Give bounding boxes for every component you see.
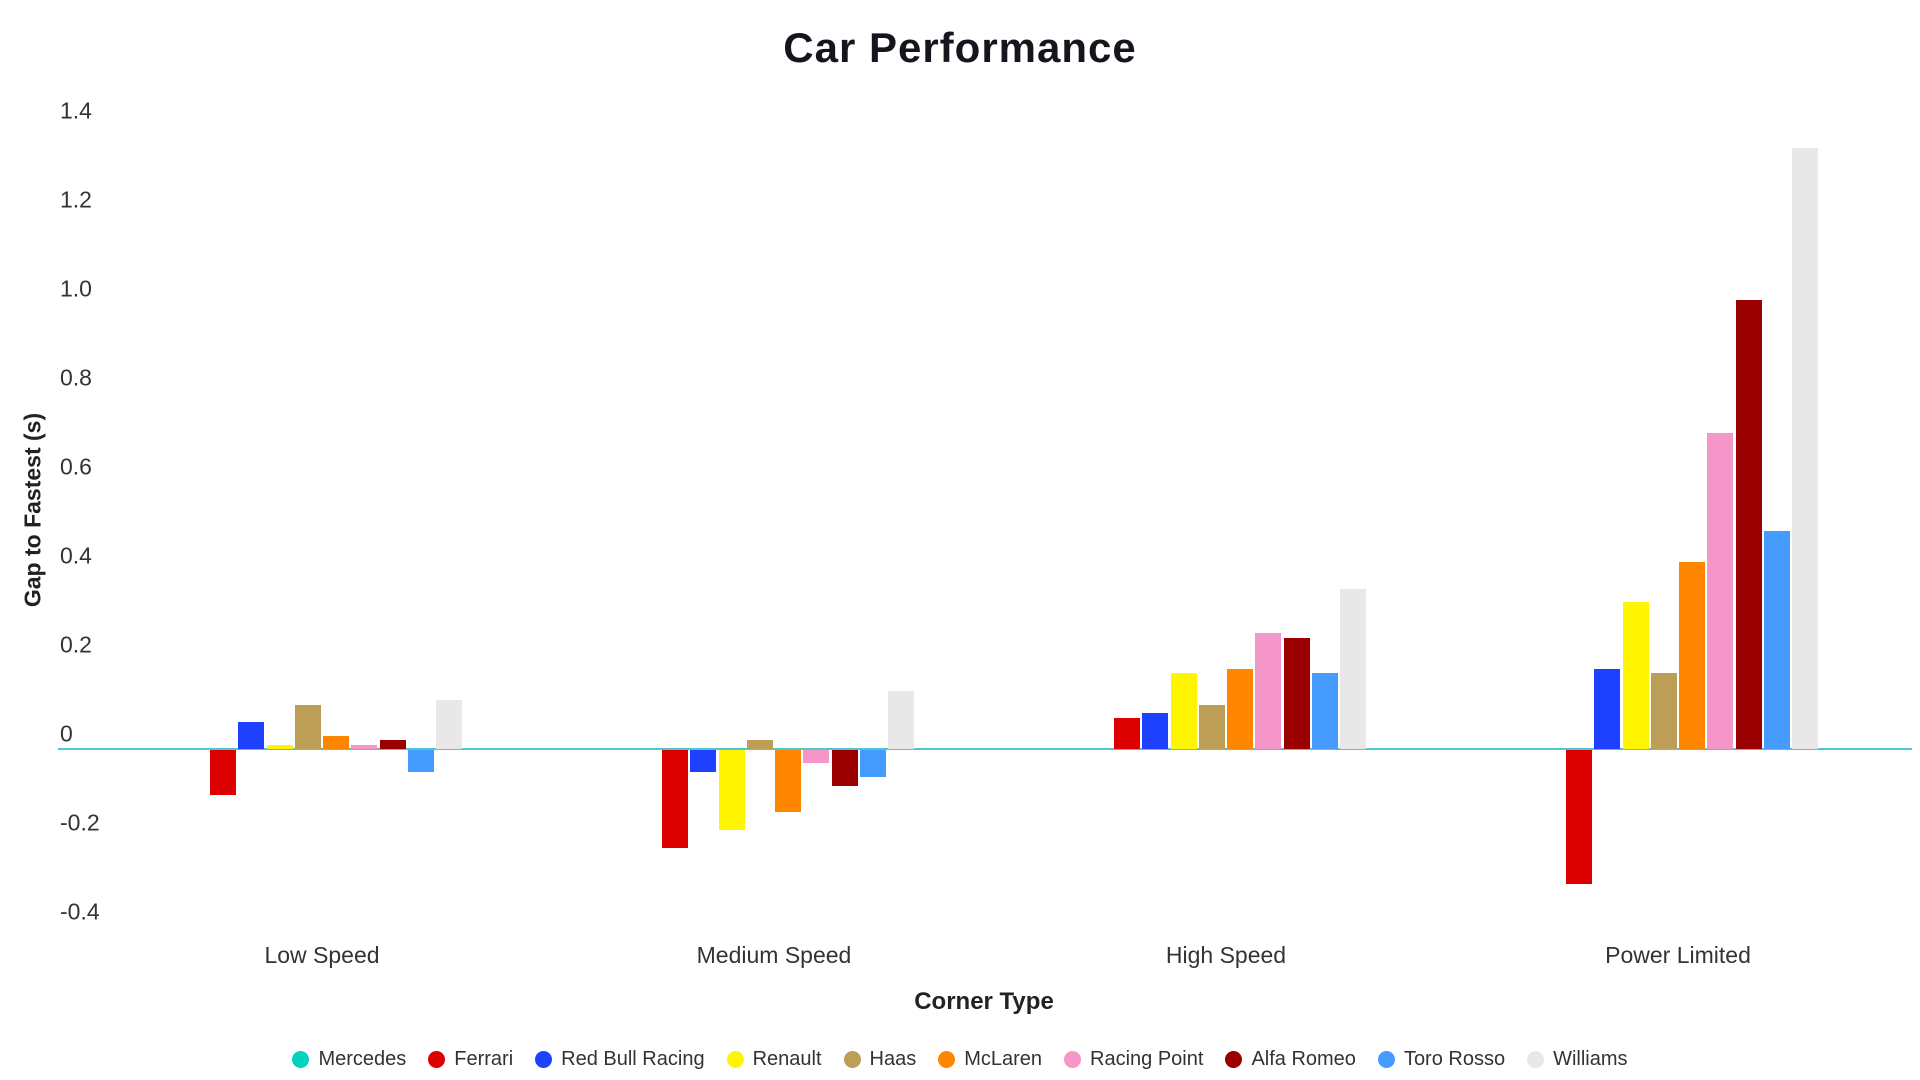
legend-label: Williams — [1553, 1047, 1628, 1070]
bar-renault-high-speed — [1170, 673, 1197, 749]
x-axis-tick-label-power-limited: Power Limited — [1605, 942, 1751, 968]
bar-toro-rosso-low-speed — [407, 750, 434, 773]
y-axis-tick-label: 0.4 — [60, 542, 92, 568]
legend-label: Renault — [752, 1047, 822, 1070]
legend-swatch-icon — [1064, 1050, 1082, 1068]
y-axis-tick-label: 0 — [60, 720, 73, 746]
legend-item-toro-rosso[interactable]: Toro Rosso — [1377, 1047, 1506, 1071]
y-axis-tick-label: 0.6 — [60, 453, 92, 479]
bar-racing-point-high-speed — [1255, 633, 1282, 749]
bar-williams-medium-speed — [888, 691, 915, 749]
bar-haas-power-limited — [1650, 673, 1677, 749]
bar-racing-point-low-speed — [351, 744, 378, 749]
zero-line-mercedes-baseline — [58, 748, 1912, 750]
legend-swatch-icon — [1527, 1050, 1545, 1068]
y-axis-tick-label: -0.4 — [60, 898, 100, 924]
legend-label: McLaren — [964, 1047, 1043, 1070]
bar-ferrari-low-speed — [210, 750, 237, 795]
legend-swatch-icon — [843, 1050, 861, 1068]
legend-item-red-bull-racing[interactable]: Red Bull Racing — [535, 1047, 705, 1071]
legend-swatch-icon — [428, 1050, 446, 1068]
x-axis-tick-label-medium-speed: Medium Speed — [696, 942, 852, 968]
bar-renault-low-speed — [266, 744, 293, 749]
x-axis-tick-label-high-speed: High Speed — [1165, 942, 1287, 968]
x-axis-tick-label-low-speed: Low Speed — [264, 942, 380, 968]
bar-williams-power-limited — [1792, 148, 1819, 749]
legend-swatch-icon — [1377, 1050, 1395, 1068]
x-axis-title: Corner Type — [914, 988, 1054, 1015]
bar-ferrari-medium-speed — [662, 750, 689, 848]
bar-red-bull-racing-high-speed — [1142, 713, 1169, 749]
legend-label: Alfa Romeo — [1251, 1047, 1356, 1070]
y-axis-tick-label: 1.4 — [60, 97, 92, 123]
bar-racing-point-power-limited — [1707, 433, 1734, 749]
bar-toro-rosso-medium-speed — [859, 750, 886, 777]
legend-label: Toro Rosso — [1403, 1047, 1506, 1070]
bar-red-bull-racing-low-speed — [238, 722, 265, 749]
bar-ferrari-high-speed — [1114, 717, 1141, 749]
legend-item-ferrari[interactable]: Ferrari — [428, 1048, 513, 1071]
legend-label: Red Bull Racing — [561, 1047, 705, 1070]
chart-title: Car Performance — [783, 24, 1137, 71]
bar-renault-medium-speed — [718, 750, 745, 831]
y-axis-tick-label: 0.2 — [60, 631, 92, 657]
legend-swatch-icon — [938, 1050, 956, 1068]
bar-mclaren-medium-speed — [775, 750, 802, 813]
y-axis-title: Gap to Fastest (s) — [19, 412, 46, 608]
y-axis-tick-label: 1.0 — [60, 275, 92, 301]
bar-red-bull-racing-power-limited — [1594, 668, 1621, 749]
bar-red-bull-racing-medium-speed — [690, 750, 717, 773]
y-axis-tick-label: 1.2 — [60, 186, 92, 212]
bar-williams-high-speed — [1340, 588, 1367, 749]
bar-alfa-romeo-power-limited — [1735, 299, 1762, 749]
legend-item-racing-point[interactable]: Racing Point — [1064, 1048, 1203, 1071]
bar-alfa-romeo-medium-speed — [831, 750, 858, 786]
legend-swatch-icon — [292, 1050, 310, 1068]
legend-label: Haas — [869, 1047, 917, 1070]
bar-racing-point-medium-speed — [803, 750, 830, 764]
bar-ferrari-power-limited — [1566, 750, 1593, 884]
y-axis-tick-label: 0.8 — [60, 364, 92, 390]
legend-swatch-icon — [535, 1050, 553, 1068]
legend-label: Ferrari — [454, 1047, 514, 1070]
legend-label: Mercedes — [318, 1047, 407, 1070]
legend-item-renault[interactable]: Renault — [726, 1047, 822, 1071]
bar-alfa-romeo-low-speed — [379, 740, 406, 749]
bar-haas-low-speed — [294, 704, 321, 749]
bar-williams-low-speed — [436, 700, 463, 749]
bar-haas-medium-speed — [746, 740, 773, 749]
legend-label: Racing Point — [1090, 1047, 1204, 1070]
legend-swatch-icon — [726, 1050, 744, 1068]
legend-item-mclaren[interactable]: McLaren — [938, 1048, 1042, 1071]
y-axis-tick-label: -0.2 — [60, 809, 100, 835]
bar-alfa-romeo-high-speed — [1283, 637, 1310, 749]
legend-item-mercedes[interactable]: Mercedes — [292, 1048, 406, 1071]
legend-item-haas[interactable]: Haas — [843, 1047, 917, 1071]
bar-renault-power-limited — [1622, 602, 1649, 749]
bar-mclaren-high-speed — [1227, 668, 1254, 749]
bar-haas-high-speed — [1198, 704, 1225, 749]
bar-mclaren-low-speed — [323, 735, 350, 749]
bar-toro-rosso-high-speed — [1311, 673, 1338, 749]
bar-toro-rosso-power-limited — [1763, 530, 1790, 749]
legend-item-williams[interactable]: Williams — [1527, 1047, 1628, 1071]
legend-swatch-icon — [1225, 1050, 1243, 1068]
legend: Mercedes Ferrari Red Bull Racing Renault Haa… — [0, 1044, 1920, 1074]
bar-mclaren-power-limited — [1679, 562, 1706, 749]
legend-item-alfa-romeo[interactable]: Alfa Romeo — [1225, 1048, 1356, 1071]
